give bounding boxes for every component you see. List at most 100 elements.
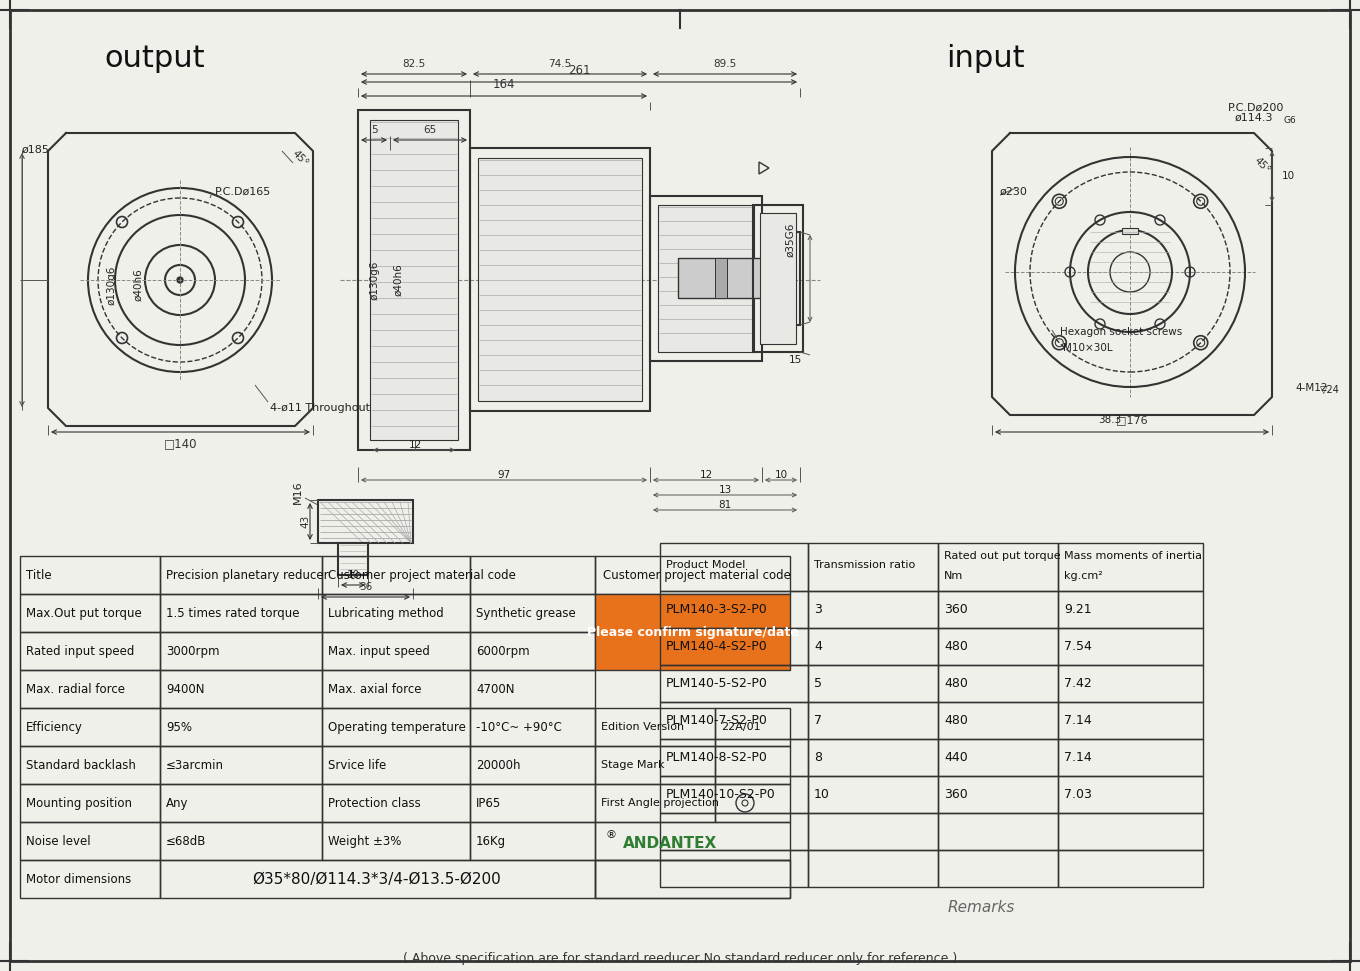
Text: -10°C~ +90°C: -10°C~ +90°C bbox=[476, 720, 562, 733]
Text: 1.5 times rated torque: 1.5 times rated torque bbox=[166, 607, 299, 619]
Bar bbox=[160, 822, 322, 860]
Bar bbox=[938, 702, 1058, 739]
Bar bbox=[370, 120, 458, 440]
Bar bbox=[477, 158, 642, 401]
Text: Protection class: Protection class bbox=[328, 796, 420, 810]
Text: 360: 360 bbox=[944, 602, 968, 616]
Bar bbox=[20, 632, 160, 670]
Text: Product Model: Product Model bbox=[666, 560, 745, 570]
Bar bbox=[715, 708, 790, 746]
Bar bbox=[322, 708, 471, 746]
Bar bbox=[715, 784, 790, 822]
Bar bbox=[760, 213, 796, 344]
Text: 5: 5 bbox=[371, 125, 377, 135]
Bar bbox=[660, 813, 808, 850]
Text: 9400N: 9400N bbox=[166, 683, 204, 695]
Text: Max. input speed: Max. input speed bbox=[328, 645, 430, 657]
Text: 12: 12 bbox=[699, 470, 713, 480]
Bar bbox=[160, 860, 596, 898]
Text: Title: Title bbox=[26, 568, 52, 582]
Bar bbox=[471, 148, 650, 411]
Text: input: input bbox=[945, 44, 1024, 73]
Bar bbox=[808, 665, 938, 702]
Text: Nm: Nm bbox=[944, 571, 963, 581]
Text: output: output bbox=[105, 44, 205, 73]
Text: Motor dimensions: Motor dimensions bbox=[26, 873, 132, 886]
Text: Stage Mark: Stage Mark bbox=[601, 760, 665, 770]
Text: 4-ø11 Throughout: 4-ø11 Throughout bbox=[271, 403, 370, 413]
Text: Operating temperature: Operating temperature bbox=[328, 720, 466, 733]
Text: 82.5: 82.5 bbox=[403, 59, 426, 69]
Text: Precision planetary reducer: Precision planetary reducer bbox=[166, 568, 329, 582]
Bar bbox=[20, 670, 160, 708]
Text: 13: 13 bbox=[718, 485, 732, 495]
Text: 38.3: 38.3 bbox=[1099, 415, 1122, 425]
Text: Ø35*80/Ø114.3*3/4-Ø13.5-Ø200: Ø35*80/Ø114.3*3/4-Ø13.5-Ø200 bbox=[253, 872, 502, 887]
Bar bbox=[20, 708, 160, 746]
Text: 7.42: 7.42 bbox=[1064, 677, 1092, 689]
Text: 8: 8 bbox=[815, 751, 821, 763]
Text: Max. radial force: Max. radial force bbox=[26, 683, 125, 695]
Text: 45°: 45° bbox=[1253, 155, 1272, 175]
Text: Synthetic grease: Synthetic grease bbox=[476, 607, 575, 619]
Text: Hexagon socket screws: Hexagon socket screws bbox=[1059, 327, 1182, 337]
Bar bbox=[808, 628, 938, 665]
Text: Max. axial force: Max. axial force bbox=[328, 683, 422, 695]
Text: 97: 97 bbox=[498, 470, 510, 480]
Text: 36: 36 bbox=[359, 582, 373, 592]
Text: ø114.3: ø114.3 bbox=[1235, 113, 1273, 123]
Bar bbox=[596, 708, 715, 746]
Bar bbox=[596, 784, 715, 822]
Bar bbox=[471, 822, 596, 860]
Text: ≤68dB: ≤68dB bbox=[166, 834, 207, 848]
Bar bbox=[471, 632, 596, 670]
Text: 7.14: 7.14 bbox=[1064, 714, 1092, 726]
Text: ø130g6: ø130g6 bbox=[370, 260, 379, 300]
Text: 43: 43 bbox=[301, 515, 310, 528]
Bar bbox=[20, 556, 160, 594]
Text: □140: □140 bbox=[163, 438, 197, 451]
Text: M10×30L: M10×30L bbox=[1064, 343, 1112, 353]
Bar bbox=[938, 739, 1058, 776]
Bar bbox=[660, 776, 808, 813]
Text: 4: 4 bbox=[815, 640, 821, 653]
Text: Customer project material code: Customer project material code bbox=[328, 568, 515, 582]
Text: 4700N: 4700N bbox=[476, 683, 514, 695]
Bar bbox=[768, 240, 793, 317]
Text: 164: 164 bbox=[492, 78, 515, 90]
Bar bbox=[715, 746, 790, 784]
Bar bbox=[322, 822, 471, 860]
Text: Efficiency: Efficiency bbox=[26, 720, 83, 733]
Text: 74.5: 74.5 bbox=[548, 59, 571, 69]
Bar bbox=[938, 776, 1058, 813]
Bar bbox=[1058, 543, 1204, 591]
Text: ( Above specification are for standard reeducer,No standard reducer only for ref: ( Above specification are for standard r… bbox=[403, 952, 957, 964]
Bar bbox=[679, 258, 762, 298]
Bar bbox=[753, 205, 802, 352]
Text: 480: 480 bbox=[944, 714, 968, 726]
Text: 81: 81 bbox=[718, 500, 732, 510]
Bar bbox=[471, 670, 596, 708]
Text: IP65: IP65 bbox=[476, 796, 502, 810]
Bar bbox=[20, 746, 160, 784]
Bar bbox=[160, 708, 322, 746]
Text: ▽24: ▽24 bbox=[1321, 385, 1340, 395]
Text: ®: ® bbox=[605, 830, 616, 840]
Text: P.C.Dø200: P.C.Dø200 bbox=[1228, 103, 1284, 113]
Text: 360: 360 bbox=[944, 787, 968, 800]
Text: Max.Out put torque: Max.Out put torque bbox=[26, 607, 141, 619]
Bar bbox=[808, 813, 938, 850]
Bar bbox=[660, 850, 808, 887]
Text: 9.21: 9.21 bbox=[1064, 602, 1092, 616]
Bar bbox=[20, 822, 160, 860]
Text: G6: G6 bbox=[1284, 116, 1296, 124]
Bar bbox=[20, 784, 160, 822]
Bar bbox=[660, 702, 808, 739]
Text: Rated out put torque: Rated out put torque bbox=[944, 552, 1061, 561]
Text: Mass moments of inertia: Mass moments of inertia bbox=[1064, 552, 1202, 561]
Bar bbox=[660, 628, 808, 665]
Text: Customer project material code: Customer project material code bbox=[602, 568, 792, 582]
Bar bbox=[1058, 628, 1204, 665]
Text: ø130g6: ø130g6 bbox=[107, 265, 117, 305]
Text: PLM140-5-S2-P0: PLM140-5-S2-P0 bbox=[666, 677, 768, 689]
